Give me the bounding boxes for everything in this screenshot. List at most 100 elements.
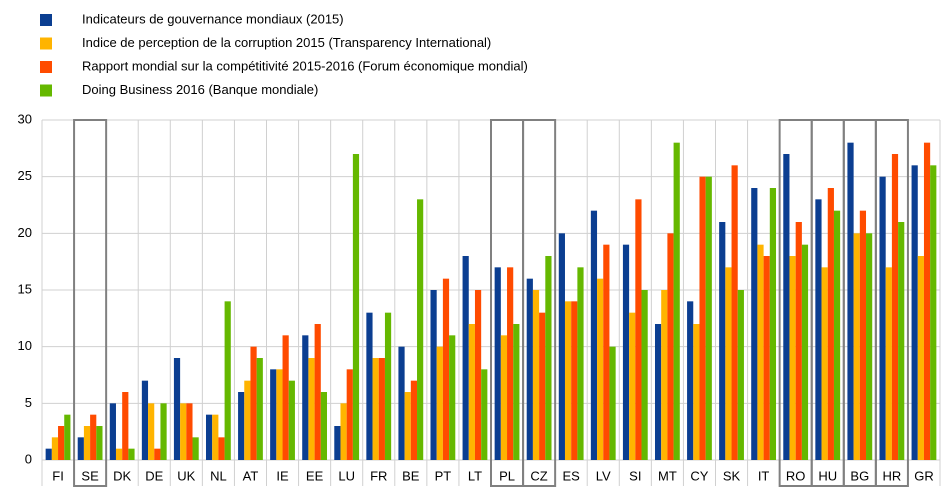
bar — [661, 290, 668, 460]
bar — [847, 142, 854, 460]
bar — [751, 188, 758, 460]
bar — [769, 188, 777, 460]
x-tick-label: IT — [758, 468, 770, 483]
bar — [590, 210, 598, 460]
bar — [212, 414, 219, 460]
x-tick-label: RO — [786, 468, 806, 483]
bar — [314, 324, 321, 460]
x-tick-label: PL — [499, 468, 515, 483]
legend-label: Rapport mondial sur la compétitivité 201… — [82, 58, 528, 73]
legend-swatch — [40, 84, 52, 97]
x-tick-label: LV — [596, 468, 611, 483]
bar — [731, 165, 738, 461]
bar — [352, 154, 360, 460]
bar — [128, 448, 135, 460]
bar — [340, 403, 347, 460]
bar — [494, 267, 501, 460]
bar — [186, 403, 193, 460]
bar — [276, 369, 283, 460]
bar — [45, 448, 52, 460]
bar — [430, 290, 437, 460]
bar — [468, 324, 475, 460]
x-tick-label: UK — [177, 468, 195, 483]
bar — [687, 301, 694, 460]
bar — [859, 210, 867, 460]
y-tick-label: 25 — [18, 168, 32, 183]
bar — [154, 448, 161, 460]
bar — [603, 244, 610, 460]
bar — [558, 233, 565, 460]
bar — [192, 437, 199, 460]
bar — [635, 199, 642, 461]
x-tick-label: ES — [563, 468, 581, 483]
bar — [160, 403, 167, 460]
x-tick-label: DE — [145, 468, 163, 483]
bar — [699, 176, 706, 460]
bar — [238, 392, 245, 460]
bar — [564, 301, 572, 460]
x-tick-label: EE — [306, 468, 324, 483]
bar — [737, 290, 744, 460]
bar — [398, 346, 405, 460]
x-tick-label: HR — [883, 468, 902, 483]
bar — [725, 267, 732, 460]
bar — [719, 222, 726, 460]
bar — [526, 278, 533, 460]
x-tick-label: LT — [468, 468, 482, 483]
bar — [673, 142, 680, 460]
bar — [705, 176, 712, 460]
bar — [513, 324, 520, 460]
bar — [180, 403, 187, 460]
bar — [218, 437, 225, 460]
legend-swatch — [40, 37, 52, 50]
x-tick-label: CZ — [530, 468, 547, 483]
bar — [302, 335, 309, 460]
bar — [270, 369, 277, 460]
y-tick-label: 30 — [18, 111, 32, 126]
x-tick-label: BE — [402, 468, 420, 483]
x-tick-label: DK — [113, 468, 131, 483]
bar — [334, 426, 341, 460]
bar — [833, 210, 841, 460]
bar — [577, 267, 584, 460]
y-tick-label: 20 — [18, 225, 32, 240]
legend-label: Indicateurs de gouvernance mondiaux (201… — [82, 11, 344, 26]
bar — [667, 233, 674, 460]
bar — [853, 233, 860, 460]
bar — [442, 278, 450, 460]
bar — [545, 256, 552, 460]
bar — [77, 437, 84, 460]
bar — [205, 414, 213, 460]
bar — [622, 244, 630, 460]
highlight-box — [73, 119, 108, 487]
bar — [641, 290, 648, 460]
bar — [827, 188, 834, 460]
bar — [801, 244, 809, 460]
y-tick-label: 15 — [18, 281, 32, 296]
bar — [571, 301, 578, 460]
bar — [815, 199, 822, 461]
bar — [474, 290, 482, 460]
bar — [250, 346, 257, 460]
bar — [629, 312, 636, 460]
legend-swatch — [40, 61, 52, 73]
bar — [141, 380, 149, 460]
bar — [366, 312, 373, 460]
bar — [148, 403, 155, 460]
bar — [346, 369, 353, 460]
bar — [885, 267, 892, 460]
bar — [481, 369, 488, 460]
bar — [282, 335, 289, 460]
x-tick-label: NL — [210, 468, 227, 483]
bar — [378, 358, 385, 460]
x-tick-label: FR — [370, 468, 387, 483]
x-tick-label: CY — [690, 468, 708, 483]
bar — [372, 358, 379, 460]
x-tick-label: SK — [723, 468, 741, 483]
bar — [64, 414, 71, 460]
x-tick-label: MT — [658, 468, 677, 483]
bar — [288, 380, 295, 460]
bar — [90, 414, 97, 460]
bar — [244, 380, 251, 460]
